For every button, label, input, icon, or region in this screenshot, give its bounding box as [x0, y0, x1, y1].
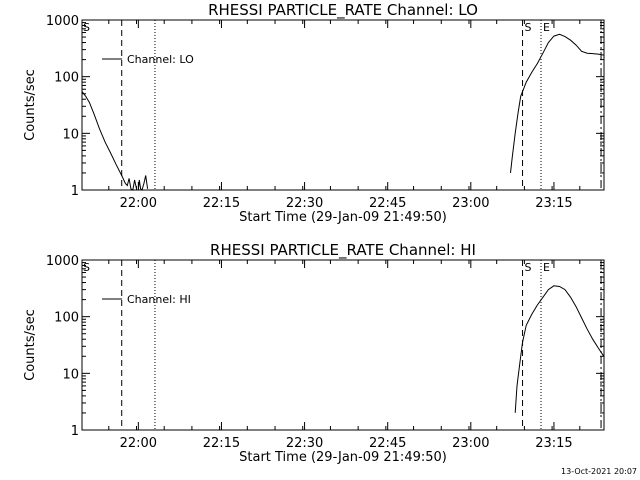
start-edge-marker: S — [83, 21, 90, 34]
x-tick-label: 22:45 — [369, 196, 406, 211]
x-tick-label: 22:30 — [286, 436, 323, 451]
start-edge-marker: S — [83, 261, 90, 274]
event-marker-label: E — [543, 21, 550, 34]
y-tick-label: 1 — [71, 184, 79, 199]
y-tick-label: 1000 — [46, 254, 79, 269]
chart-title: RHESSI PARTICLE_RATE Channel: HI — [210, 241, 476, 260]
x-tick-label: 22:00 — [120, 196, 157, 211]
x-tick-label: 23:00 — [452, 196, 489, 211]
y-tick-label: 1000 — [46, 14, 79, 29]
event-marker-label: S — [525, 21, 532, 34]
y-tick-label: 100 — [54, 71, 79, 86]
x-tick-label: 22:30 — [286, 196, 323, 211]
y-tick-label: 1 — [71, 424, 79, 439]
y-tick-label: 100 — [54, 311, 79, 326]
x-tick-label: 22:00 — [120, 436, 157, 451]
event-marker-label: S — [525, 261, 532, 274]
hi-channel-panel: RHESSI PARTICLE_RATE Channel: HI 1 10 100 10… — [23, 241, 605, 465]
plot-timestamp: 13-Oct-2021 20:07 — [561, 467, 637, 476]
plot-frame — [81, 259, 605, 431]
series-line — [514, 285, 605, 413]
x-tick-label: 22:45 — [369, 436, 406, 451]
series-line — [510, 33, 604, 173]
legend-entry: Channel: HI — [127, 293, 191, 306]
x-axis-label: Start Time (29-Jan-09 21:49:50) — [239, 210, 447, 225]
y-tick-label: 10 — [62, 127, 79, 142]
chart-title: RHESSI PARTICLE_RATE Channel: LO — [208, 1, 478, 20]
x-axis-label: Start Time (29-Jan-09 21:49:50) — [239, 450, 447, 465]
x-tick-label: 23:15 — [535, 436, 572, 451]
y-axis-label: Counts/sec — [23, 69, 38, 141]
lo-channel-panel: RHESSI PARTICLE_RATE Channel: LO 1 10 100 10… — [23, 1, 605, 225]
y-tick-label: 10 — [62, 367, 79, 382]
event-marker-label: E — [543, 261, 550, 274]
x-tick-label: 23:00 — [452, 436, 489, 451]
plot-frame — [81, 19, 605, 191]
x-tick-label: 22:15 — [203, 436, 240, 451]
series-line — [81, 91, 137, 191]
x-tick-label: 23:15 — [535, 196, 572, 211]
x-tick-label: 22:15 — [203, 196, 240, 211]
series-line — [137, 175, 149, 191]
legend-entry: Channel: LO — [127, 53, 194, 66]
y-axis-label: Counts/sec — [23, 309, 38, 381]
